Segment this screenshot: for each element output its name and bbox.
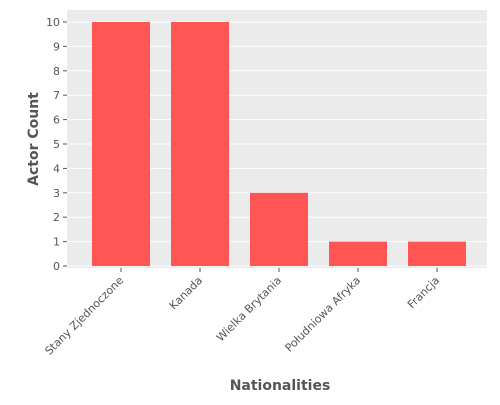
x-tick-label: Kanada xyxy=(167,274,205,312)
bar xyxy=(329,241,387,266)
bar xyxy=(250,192,308,266)
x-axis-title: Nationalities xyxy=(230,378,331,394)
x-axis-ticks: Stany Zjednoczone Kanada Wielka BrytaniaPo… xyxy=(42,268,442,358)
y-tick-label: 9 xyxy=(53,40,60,53)
y-tick-label: 2 xyxy=(53,211,60,224)
x-tick-label: Wielka Brytania xyxy=(214,274,284,344)
x-tick-label: Francja xyxy=(405,274,442,311)
x-tick-label: Stany Zjednoczone xyxy=(42,274,126,358)
bar xyxy=(171,22,229,266)
y-tick-label: 4 xyxy=(53,162,60,175)
y-axis-title: Actor Count xyxy=(26,92,42,186)
bars xyxy=(92,22,466,266)
y-tick-label: 7 xyxy=(53,89,60,102)
y-tick-label: 6 xyxy=(53,114,60,127)
y-tick-label: 10 xyxy=(46,16,60,29)
y-tick-label: 3 xyxy=(53,187,60,200)
y-axis-ticks: 0 1 2 3 4 5 6 7 8 9 10 xyxy=(46,16,67,273)
bar xyxy=(92,22,150,266)
x-tick-label: Południowa Afryka xyxy=(283,274,364,355)
y-tick-label: 5 xyxy=(53,138,60,151)
y-tick-label: 8 xyxy=(53,65,60,78)
y-tick-label: 1 xyxy=(53,236,60,249)
bar xyxy=(408,241,466,266)
y-tick-label: 0 xyxy=(53,260,60,273)
